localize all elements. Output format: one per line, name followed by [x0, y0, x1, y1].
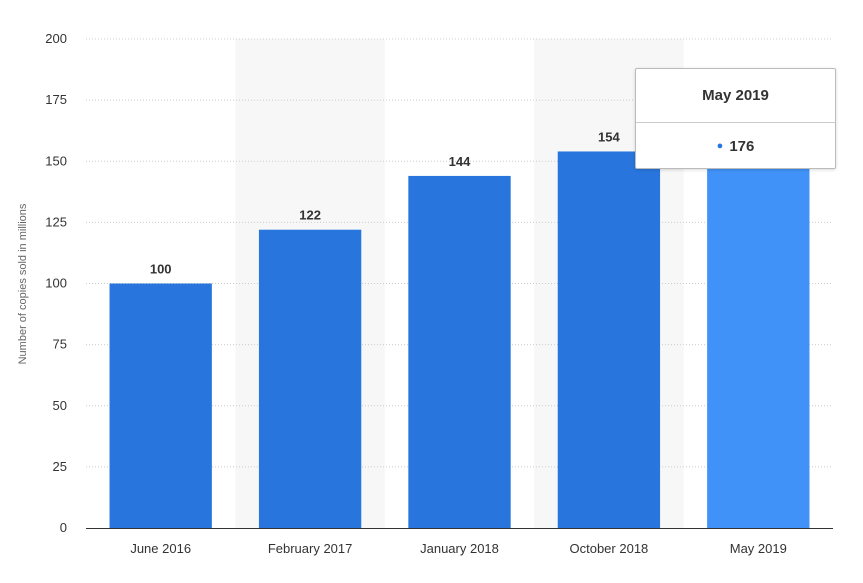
y-tick-label: 0 — [60, 520, 67, 535]
tooltip-value-row: ● 176 — [636, 123, 835, 170]
x-tick-label: January 2018 — [420, 541, 499, 556]
y-tick-label: 25 — [53, 459, 67, 474]
tooltip-value: 176 — [729, 138, 755, 155]
y-tick-label: 75 — [53, 337, 67, 352]
y-tick-label: 175 — [45, 92, 67, 107]
bar[interactable] — [707, 97, 810, 529]
data-label: 154 — [598, 129, 620, 144]
y-axis-ticks: 0 25 50 75 100 125 150 175 200 — [45, 31, 67, 535]
y-tick-label: 200 — [45, 31, 67, 46]
bar[interactable] — [557, 151, 661, 528]
y-tick-label: 150 — [45, 153, 67, 168]
series-dot-icon: ● — [716, 140, 724, 152]
data-label: 122 — [299, 208, 321, 223]
bar[interactable] — [258, 229, 362, 528]
x-tick-label: October 2018 — [570, 541, 649, 556]
y-axis-title: Number of copies sold in millions — [17, 203, 29, 364]
y-tick-label: 50 — [53, 398, 67, 413]
data-labels: 100 122 144 154 176 — [150, 76, 769, 277]
data-label: 144 — [449, 154, 471, 169]
x-tick-label: June 2016 — [130, 541, 191, 556]
bar[interactable] — [408, 175, 511, 529]
bars — [109, 97, 810, 529]
tooltip: May 2019 ● 176 — [635, 68, 836, 169]
y-tick-label: 125 — [45, 214, 67, 229]
x-tick-label: February 2017 — [268, 541, 353, 556]
x-axis-ticks: June 2016 February 2017 January 2018 Octobe… — [130, 541, 787, 556]
tooltip-title: May 2019 — [636, 69, 835, 123]
x-tick-label: May 2019 — [730, 541, 787, 556]
bar[interactable] — [109, 283, 212, 529]
data-label: 100 — [150, 262, 172, 277]
y-tick-label: 100 — [45, 276, 67, 291]
